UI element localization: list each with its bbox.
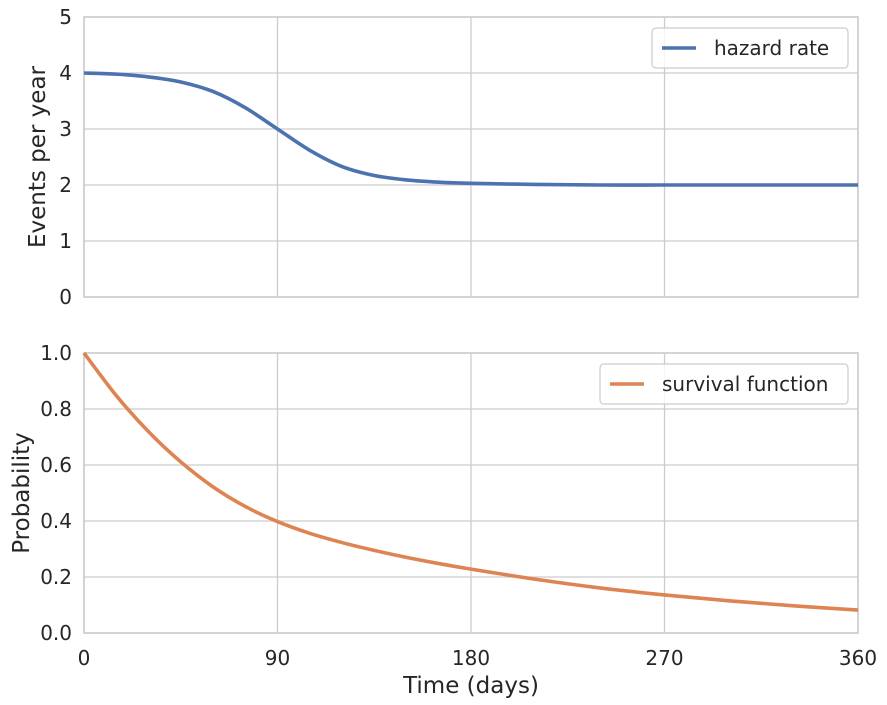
x-tick-label: 360 [839,646,877,670]
x-tick-label: 0 [78,646,91,670]
y-tick-label: 0.6 [40,453,72,477]
y-tick-label: 1 [59,229,72,253]
legend-label: survival function [662,372,828,396]
legend: survival function [599,363,849,405]
x-tick-label: 270 [645,646,683,670]
y-axis-label: Events per year [25,65,51,248]
legend-box [599,363,849,405]
y-tick-label: 1.0 [40,341,72,365]
legend-box [651,27,849,69]
axes-frame [83,16,859,298]
x-tick-label: 90 [265,646,290,670]
hazard-rate-panel: 0 1 2 3 4 5 Events per year hazard rate [25,5,859,309]
series-line [83,71,858,187]
y-tick-label: 4 [59,61,72,85]
y-tick-label: 0.4 [40,509,72,533]
y-tick-label: 2 [59,173,72,197]
y-tick-label: 0.2 [40,565,72,589]
y-tick-label: 0 [59,285,72,309]
y-tick-labels: 0 1 2 3 4 5 [59,5,72,309]
y-tick-label: 3 [59,117,72,141]
axes-frame [83,352,859,634]
y-tick-labels: 0.0 0.2 0.4 0.6 0.8 1.0 [40,341,72,645]
y-axis-label: Probability [9,432,35,554]
y-tick-label: 5 [59,5,72,29]
y-tick-label: 0.0 [40,621,72,645]
survival-function-panel: 0.0 0.2 0.4 0.6 0.8 1.0 0 90 180 270 360 Probabilit… [9,341,877,699]
legend: hazard rate [651,27,849,69]
x-tick-labels: 0 90 180 270 360 [78,646,877,670]
series-line [82,351,859,612]
y-tick-label: 0.8 [40,397,72,421]
x-axis-label: Time (days) [402,673,539,699]
legend-label: hazard rate [714,36,829,60]
x-tick-label: 180 [452,646,490,670]
